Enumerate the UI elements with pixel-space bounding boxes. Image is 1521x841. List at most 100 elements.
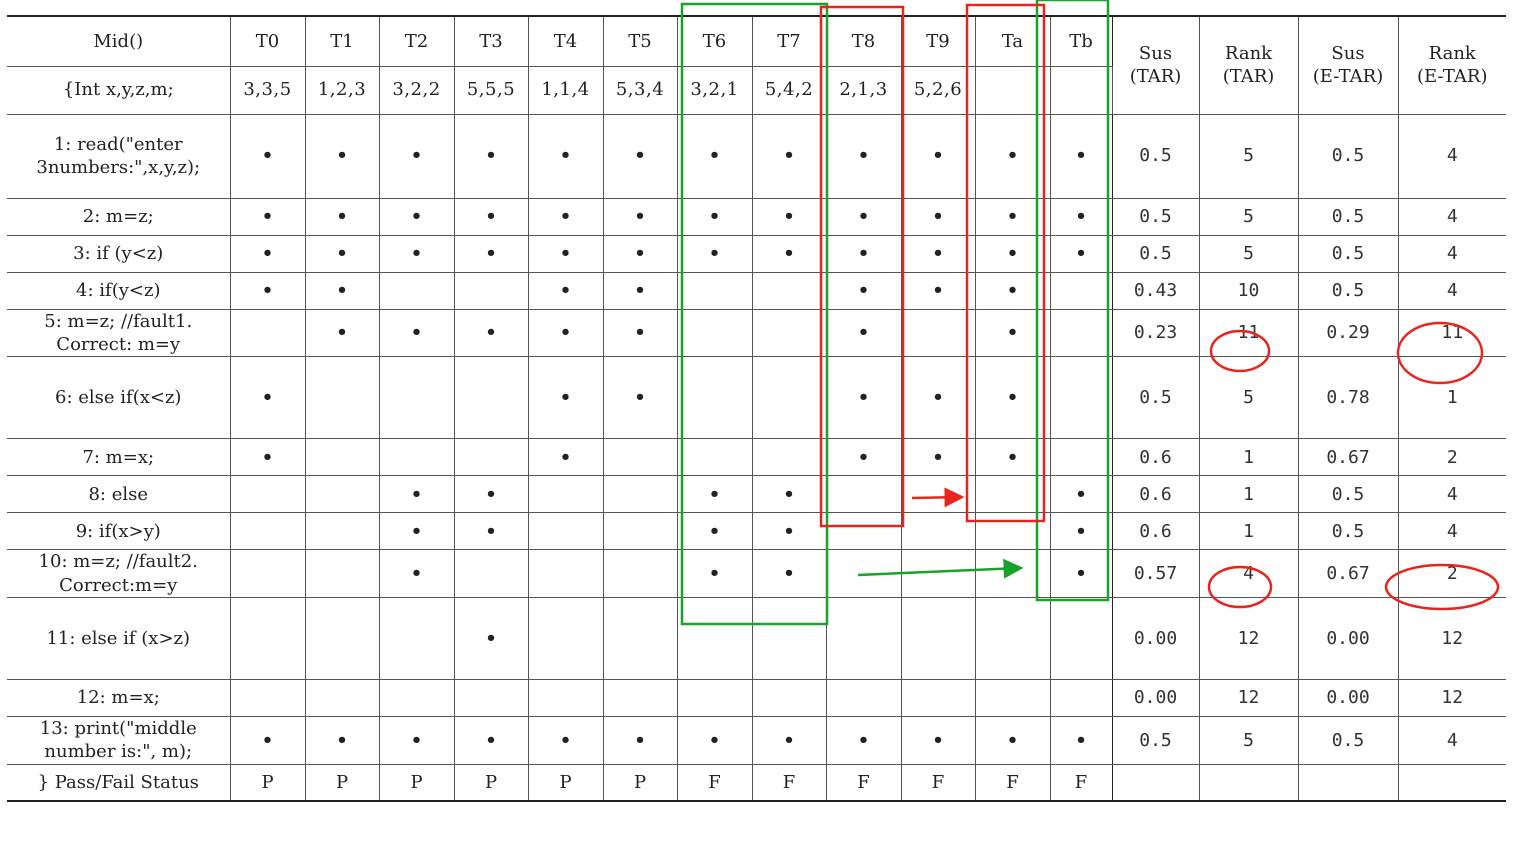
pass-fail-value: P bbox=[602, 763, 678, 803]
pass-fail-value: F bbox=[900, 763, 976, 803]
coverage-cell: • bbox=[1049, 549, 1113, 599]
coverage-cell bbox=[900, 549, 976, 599]
coverage-cell: • bbox=[378, 308, 455, 358]
coverage-cell bbox=[974, 512, 1051, 551]
coverage-cell: • bbox=[751, 512, 827, 551]
statement-text: 9: if(x>y) bbox=[7, 512, 231, 551]
coverage-cell bbox=[229, 512, 306, 551]
coverage-cell bbox=[304, 549, 380, 599]
test-input-T7: 5,4,2 bbox=[751, 65, 827, 115]
coverage-cell: • bbox=[751, 113, 827, 199]
coverage-cell: • bbox=[378, 512, 455, 551]
coverage-cell bbox=[676, 308, 753, 358]
coverage-cell: • bbox=[304, 308, 380, 358]
coverage-cell bbox=[900, 597, 976, 681]
coverage-cell: • bbox=[900, 716, 976, 765]
sus-tar-value: 0.5 bbox=[1111, 356, 1200, 440]
coverage-cell: • bbox=[527, 234, 604, 273]
coverage-cell bbox=[676, 356, 753, 440]
statement-text: 4: if(y<z) bbox=[7, 271, 231, 310]
statement-text: 7: m=x; bbox=[7, 438, 231, 477]
statement-row: 5: m=z; //fault1. Correct: m=y • • • • • • • 0.2… bbox=[7, 308, 1506, 358]
statement-text: 12: m=x; bbox=[7, 679, 231, 718]
rank-etar-value: 2 bbox=[1397, 438, 1506, 477]
coverage-cell bbox=[974, 475, 1051, 514]
coverage-cell bbox=[378, 597, 455, 681]
empty-cell bbox=[1397, 763, 1506, 803]
coverage-cell: • bbox=[900, 271, 976, 310]
coverage-cell bbox=[751, 597, 827, 681]
program-declaration: {Int x,y,z,m; bbox=[7, 65, 231, 115]
coverage-cell: • bbox=[676, 549, 753, 599]
coverage-cell: • bbox=[602, 308, 678, 358]
rank-etar-value: 4 bbox=[1397, 197, 1506, 236]
program-title: Mid() bbox=[7, 15, 231, 67]
sus-tar-value: 0.00 bbox=[1111, 597, 1200, 681]
coverage-cell: • bbox=[304, 197, 380, 236]
coverage-cell bbox=[1049, 597, 1113, 681]
coverage-cell bbox=[602, 549, 678, 599]
test-id-Ta: Ta bbox=[974, 15, 1051, 67]
test-input-T9: 5,2,6 bbox=[900, 65, 976, 115]
coverage-cell bbox=[825, 512, 902, 551]
test-input-Tb bbox=[1049, 65, 1112, 115]
coverage-cell: • bbox=[751, 197, 827, 236]
rank-etar-value: 12 bbox=[1397, 679, 1506, 718]
coverage-cell: • bbox=[378, 113, 455, 199]
empty-cell bbox=[1111, 763, 1200, 803]
sus-etar-value: 0.78 bbox=[1297, 356, 1399, 440]
test-id-T5: T5 bbox=[602, 15, 678, 67]
coverage-cell bbox=[676, 438, 753, 477]
sus-tar-value: 0.6 bbox=[1111, 438, 1200, 477]
coverage-cell bbox=[602, 438, 678, 477]
coverage-cell bbox=[900, 512, 976, 551]
coverage-cell: • bbox=[1049, 197, 1113, 236]
sus-etar-value: 0.5 bbox=[1297, 512, 1399, 551]
test-input-T6: 3,2,1 bbox=[676, 65, 753, 115]
statement-text: 8: else bbox=[7, 475, 231, 514]
coverage-cell bbox=[974, 549, 1051, 599]
coverage-cell: • bbox=[453, 475, 529, 514]
sus-etar-value: 0.00 bbox=[1297, 679, 1399, 718]
rank-tar-value: 11 bbox=[1198, 308, 1299, 358]
coverage-cell: • bbox=[602, 234, 678, 273]
rank-tar-value: 5 bbox=[1198, 113, 1299, 199]
coverage-cell: • bbox=[900, 113, 976, 199]
coverage-cell bbox=[304, 438, 380, 477]
coverage-cell bbox=[974, 597, 1051, 681]
test-id-T7: T7 bbox=[751, 15, 827, 67]
statement-row: 2: m=z; • • • • • • • • • • • • 0.5 5 0.5 4 bbox=[7, 197, 1506, 236]
coverage-cell: • bbox=[527, 438, 604, 477]
rank-tar-value: 5 bbox=[1198, 356, 1299, 440]
coverage-cell: • bbox=[378, 716, 455, 765]
coverage-cell: • bbox=[453, 113, 529, 199]
rank-etar-value: 4 bbox=[1397, 113, 1506, 199]
coverage-cell: • bbox=[527, 197, 604, 236]
rank-etar-value: 4 bbox=[1397, 234, 1506, 273]
coverage-cell bbox=[900, 475, 976, 514]
statement-row: 1: read("enter 3numbers:",x,y,z); • • • • • • •… bbox=[7, 113, 1506, 199]
coverage-cell: • bbox=[453, 197, 529, 236]
coverage-cell bbox=[304, 356, 380, 440]
coverage-cell: • bbox=[751, 716, 827, 765]
test-id-T2: T2 bbox=[378, 15, 455, 67]
coverage-cell: • bbox=[974, 716, 1051, 765]
empty-cell bbox=[1297, 763, 1399, 803]
rank-etar-header: Rank (E-TAR) bbox=[1397, 15, 1506, 115]
coverage-cell bbox=[304, 475, 380, 514]
coverage-cell bbox=[304, 512, 380, 551]
rank-etar-value: 11 bbox=[1397, 308, 1506, 358]
sus-tar-value: 0.57 bbox=[1111, 549, 1200, 599]
coverage-cell: • bbox=[229, 716, 306, 765]
rank-tar-value: 5 bbox=[1198, 197, 1299, 236]
coverage-cell: • bbox=[453, 597, 529, 681]
coverage-cell bbox=[453, 356, 529, 440]
coverage-cell: • bbox=[229, 234, 306, 273]
coverage-cell: • bbox=[825, 197, 902, 236]
pass-fail-value: F bbox=[974, 763, 1051, 803]
sus-tar-value: 0.43 bbox=[1111, 271, 1200, 310]
coverage-cell bbox=[602, 679, 678, 718]
coverage-cell bbox=[676, 597, 753, 681]
coverage-cell bbox=[974, 679, 1051, 718]
rank-tar-header: Rank (TAR) bbox=[1198, 15, 1299, 115]
